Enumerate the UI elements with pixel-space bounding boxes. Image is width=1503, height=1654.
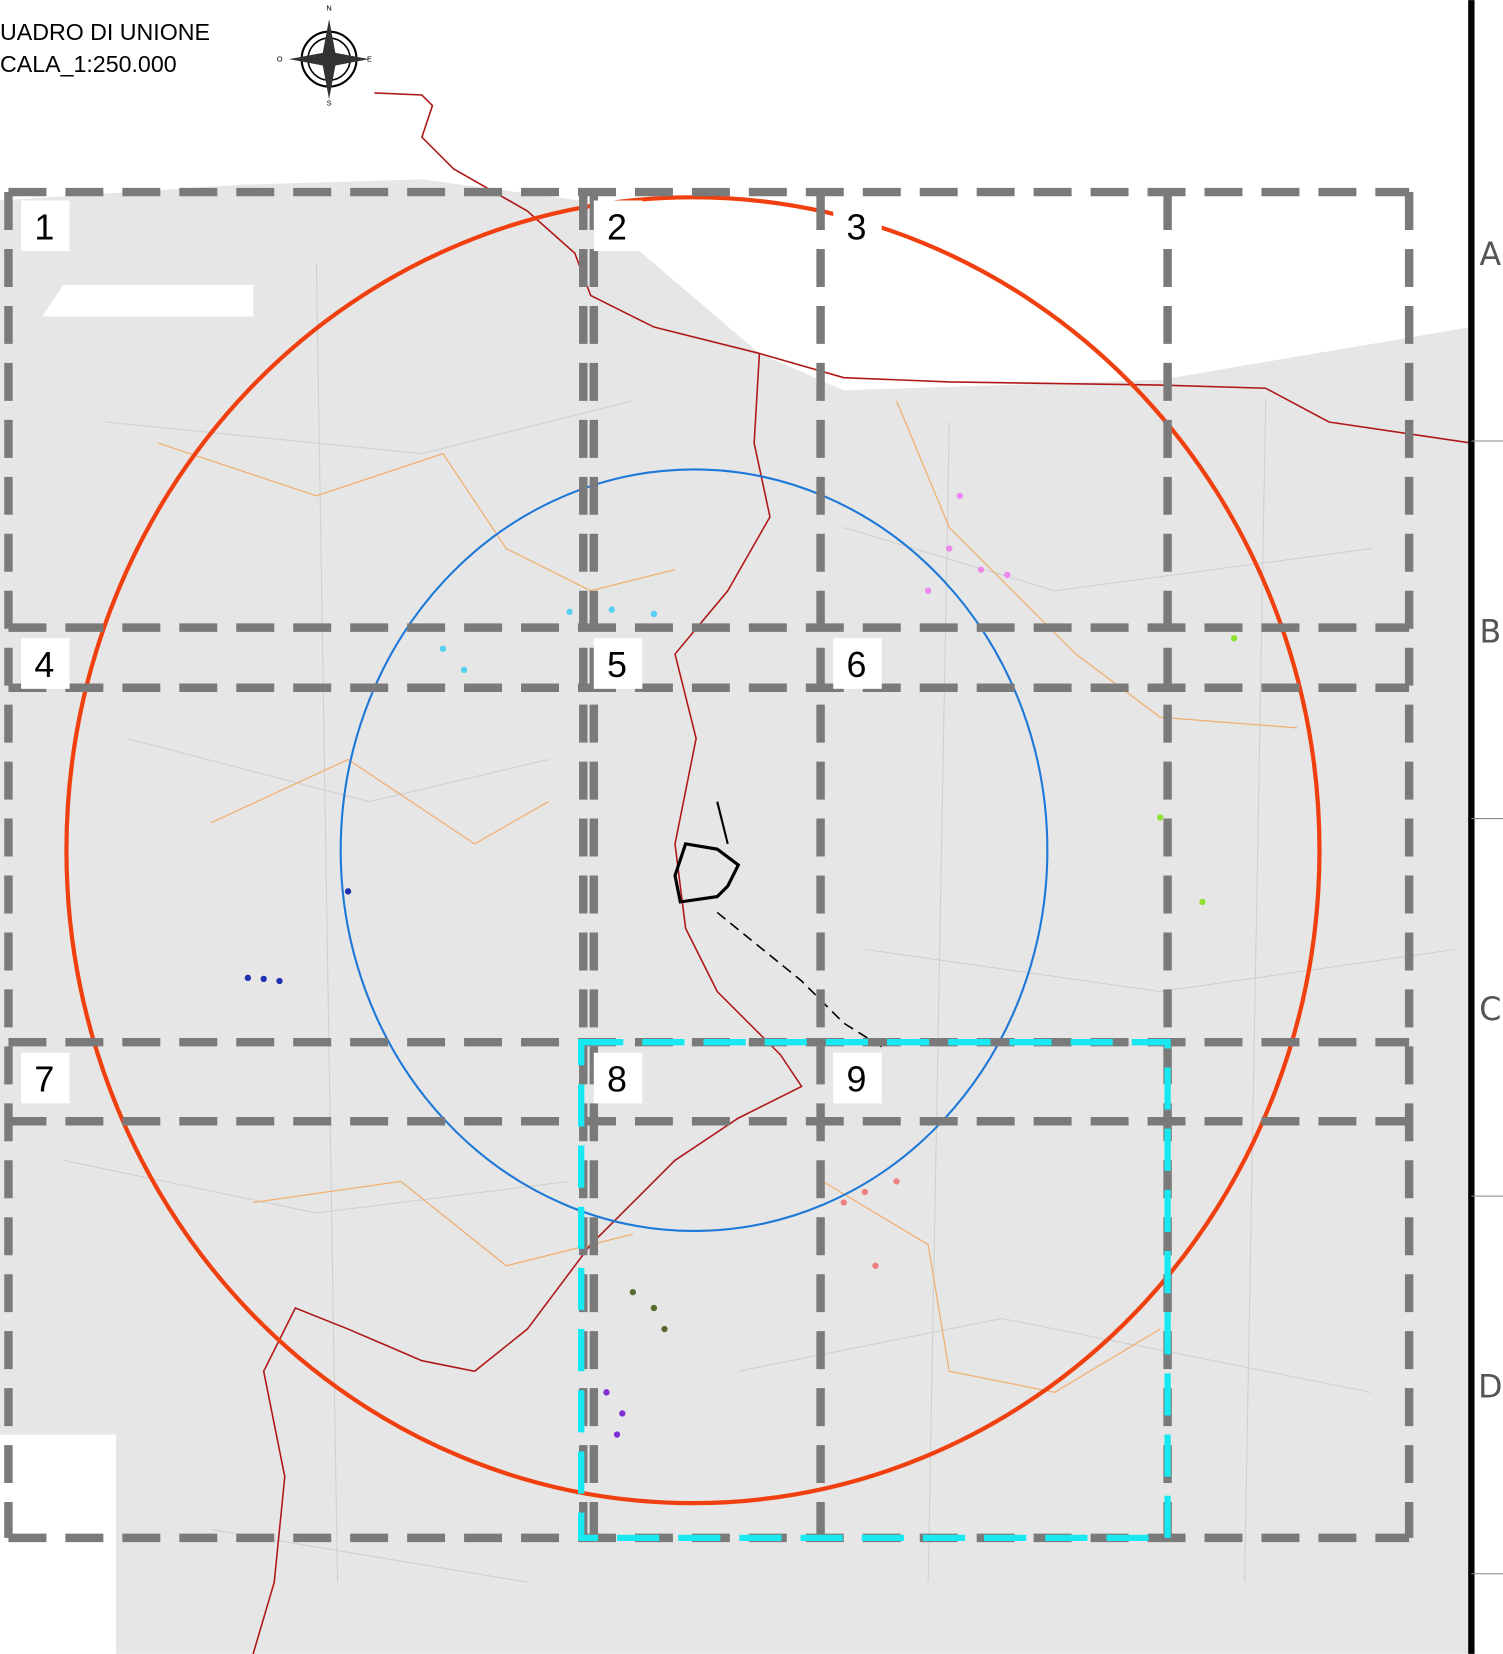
map-scale: CALA_1:250.000 [0, 51, 177, 77]
tile-label-box [21, 638, 70, 689]
inner-buffer [339, 468, 1049, 1233]
map-title: UADRO DI UNIONE [0, 19, 210, 45]
compass-east: E [367, 54, 372, 63]
row-label: B [1479, 614, 1501, 650]
tile-label: 9 [846, 1060, 866, 1100]
tile-label: 4 [34, 645, 54, 685]
tile-label: 8 [607, 1060, 627, 1100]
tile-label-box [593, 1052, 643, 1104]
tile-label-box [21, 200, 70, 252]
tile-label-box [593, 638, 643, 689]
base-map [0, 179, 1472, 1654]
tile-label: 7 [34, 1060, 54, 1100]
tile-label-box [833, 1052, 882, 1104]
tile-labels: 1 2 3 4 5 6 7 8 9 [21, 200, 882, 1104]
tile-label: 1 [34, 208, 54, 248]
compass-south: S [327, 99, 332, 108]
coastline [252, 92, 1472, 1654]
outer-buffer [64, 195, 1322, 1506]
tile-label: 6 [846, 645, 866, 685]
row-label: C [1479, 992, 1501, 1028]
tile-label-box [21, 1052, 70, 1104]
selected-tiles [577, 1039, 1171, 1542]
tile-label-box [593, 200, 643, 252]
tile-label-box [833, 200, 882, 252]
compass-rose: N E S O [277, 4, 372, 108]
row-label: D [1478, 1370, 1502, 1406]
tile-label: 5 [607, 645, 627, 685]
map-gap [42, 284, 254, 317]
row-labels: A B C D [1478, 237, 1502, 1406]
tile-label: 2 [607, 208, 627, 248]
turbine-markers [244, 492, 1238, 1438]
compass-north: N [326, 4, 331, 13]
map-texture [63, 263, 1456, 1583]
tile-label: 3 [846, 208, 866, 248]
row-label: A [1480, 237, 1502, 273]
compass-west: O [277, 54, 283, 63]
frame-ticks [1471, 440, 1503, 1575]
boundaries [158, 400, 1298, 1394]
tile-label-box [833, 638, 882, 689]
